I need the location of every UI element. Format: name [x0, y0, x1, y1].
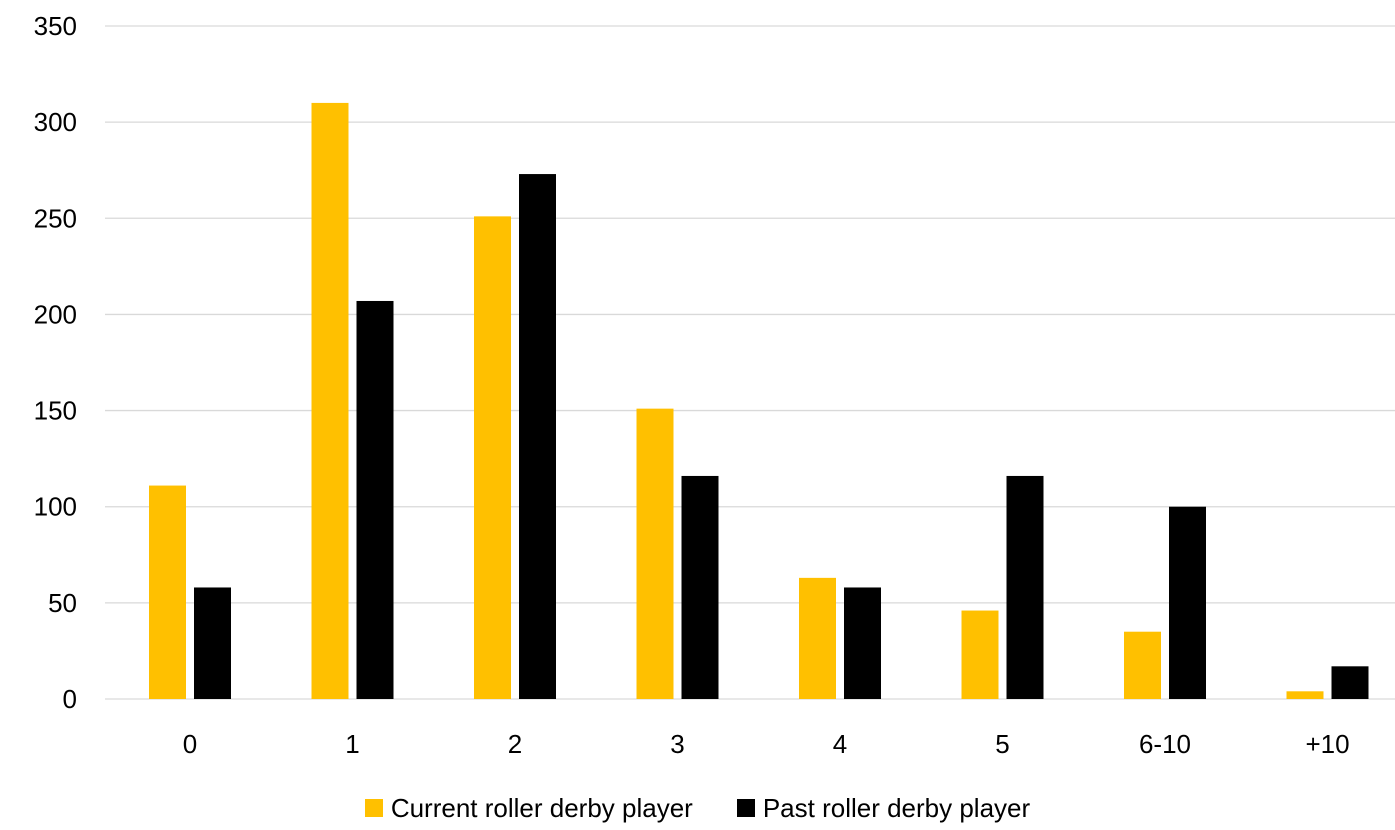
bar-past-6 — [1169, 506, 1206, 699]
y-tick-label: 50 — [48, 588, 77, 618]
bar-current-1 — [311, 102, 349, 699]
y-tick-label: 0 — [63, 684, 77, 714]
legend-item-past: Past roller derby player — [736, 792, 1031, 824]
x-tick-label: 4 — [833, 729, 847, 759]
bar-current-6 — [1124, 631, 1161, 699]
legend-item-current: Current roller derby player — [364, 792, 693, 824]
y-tick-label: 250 — [34, 203, 77, 233]
x-tick-label: 0 — [183, 729, 197, 759]
legend-swatch-current — [364, 799, 383, 817]
y-tick-label: 200 — [34, 299, 77, 329]
bar-past-0 — [194, 587, 231, 699]
x-tick-label: +10 — [1305, 729, 1349, 759]
bar-current-4 — [799, 577, 836, 699]
x-tick-label: 6-10 — [1139, 729, 1191, 759]
bar-current-3 — [636, 408, 674, 699]
x-tick-label: 1 — [345, 729, 359, 759]
y-tick-label: 100 — [34, 492, 77, 522]
bar-current-5 — [961, 610, 999, 699]
bar-past-3 — [681, 475, 719, 699]
legend-label-current: Current roller derby player — [390, 792, 693, 823]
bar-past-2 — [519, 174, 556, 699]
bar-current-0 — [149, 485, 186, 699]
bar-chart-plot: 0 50 100 150 200 250 300 350 0 1 2 3 4 5 6-10 +10 — [34, 11, 1395, 759]
legend: Current roller derby player Past roller … — [0, 788, 1395, 828]
x-tick-label: 2 — [508, 729, 522, 759]
bar-past-7 — [1331, 666, 1369, 699]
bar-current-7 — [1286, 691, 1324, 699]
bar-past-4 — [844, 587, 881, 699]
bar-past-1 — [356, 300, 394, 699]
legend-label-past: Past roller derby player — [762, 792, 1031, 823]
x-tick-label: 5 — [995, 729, 1009, 759]
legend-swatch-past — [736, 799, 755, 817]
y-tick-label: 300 — [34, 107, 77, 137]
y-tick-label: 150 — [34, 396, 77, 426]
bar-past-5 — [1006, 475, 1044, 699]
y-tick-label: 350 — [34, 11, 77, 41]
bar-current-2 — [474, 216, 511, 699]
x-tick-label: 3 — [670, 729, 684, 759]
